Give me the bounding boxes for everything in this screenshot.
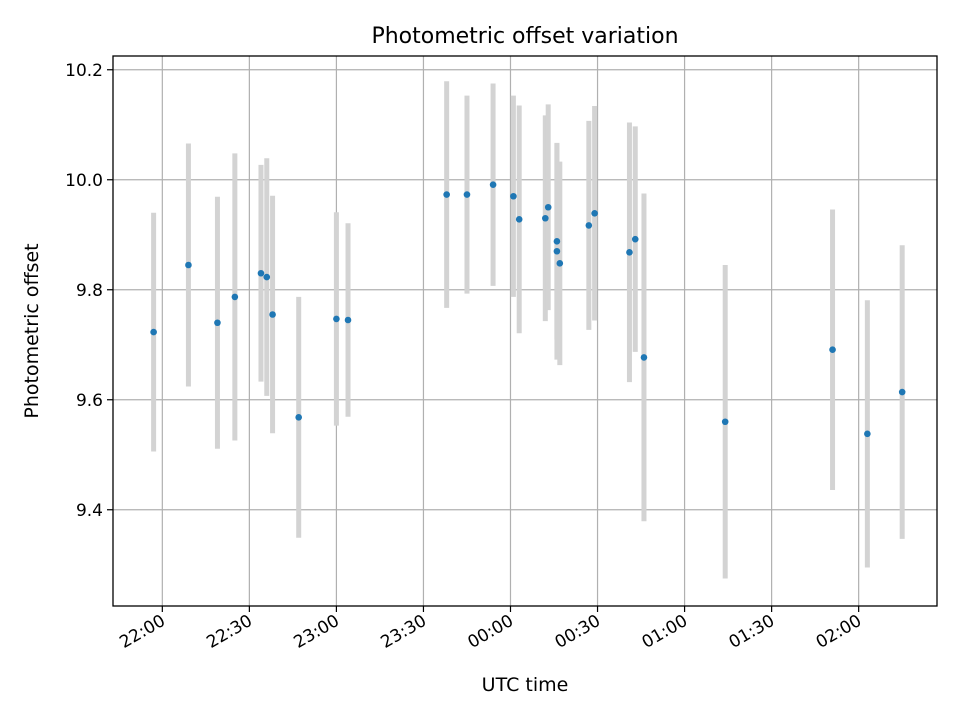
- data-point: [829, 346, 836, 354]
- data-point: [553, 238, 561, 245]
- data-point: [269, 311, 276, 318]
- data-point: [257, 269, 265, 277]
- data-point: [333, 315, 340, 323]
- data-points: [150, 181, 906, 438]
- grid-lines: [113, 56, 937, 606]
- data-point: [898, 388, 906, 396]
- data-point: [864, 430, 871, 438]
- x-axis-label: UTC time: [482, 674, 569, 696]
- data-point: [263, 273, 271, 281]
- data-point: [295, 414, 302, 421]
- y-axis-label: Photometric offset: [21, 243, 43, 418]
- data-point: [510, 192, 517, 200]
- y-tick-label: 9.6: [76, 391, 103, 411]
- y-tick-label: 10.0: [65, 171, 103, 191]
- data-point: [626, 249, 633, 256]
- data-point: [640, 354, 648, 361]
- data-point: [231, 293, 239, 301]
- data-point: [515, 216, 523, 223]
- data-point: [542, 214, 549, 222]
- data-point: [185, 261, 192, 269]
- y-tick-label: 9.8: [76, 281, 103, 301]
- data-point: [721, 418, 729, 426]
- y-tick-label: 9.4: [76, 501, 103, 521]
- data-point: [591, 210, 598, 217]
- data-point: [489, 181, 497, 188]
- data-point: [553, 247, 561, 255]
- data-point: [344, 316, 352, 324]
- data-point: [463, 191, 471, 198]
- plot-frame: [112, 55, 938, 607]
- data-point: [585, 222, 593, 229]
- data-point: [443, 191, 450, 198]
- data-point: [150, 328, 157, 336]
- data-point: [631, 235, 639, 243]
- y-axis-ticks: 9.4 9.6 9.8 10.0 10.2: [65, 61, 113, 521]
- y-tick-label: 10.2: [65, 61, 103, 81]
- data-point: [556, 260, 564, 267]
- data-point: [544, 203, 552, 211]
- chart-title: Photometric offset variation: [371, 24, 678, 49]
- data-point: [214, 319, 221, 327]
